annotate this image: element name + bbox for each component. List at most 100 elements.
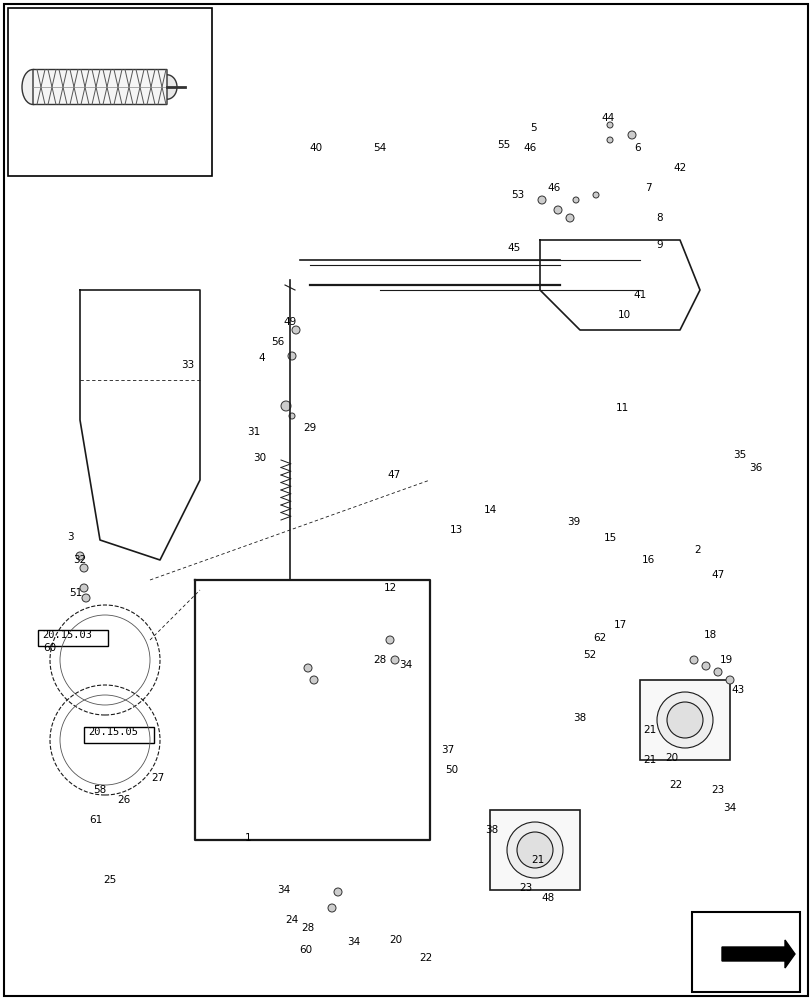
Circle shape xyxy=(553,206,561,214)
Text: 17: 17 xyxy=(612,620,626,630)
Ellipse shape xyxy=(22,70,44,105)
Text: 56: 56 xyxy=(271,337,285,347)
Circle shape xyxy=(310,676,318,684)
Text: 13: 13 xyxy=(448,525,462,535)
Text: 34: 34 xyxy=(277,885,290,895)
Circle shape xyxy=(289,413,294,419)
Circle shape xyxy=(592,192,599,198)
Text: 54: 54 xyxy=(373,143,386,153)
Circle shape xyxy=(725,676,733,684)
Text: 20: 20 xyxy=(389,935,402,945)
Text: 51: 51 xyxy=(69,588,83,598)
Circle shape xyxy=(713,668,721,676)
Text: 30: 30 xyxy=(253,453,266,463)
Circle shape xyxy=(288,352,296,360)
Text: 62: 62 xyxy=(593,633,606,643)
Text: 23: 23 xyxy=(710,785,723,795)
Circle shape xyxy=(391,656,398,664)
Circle shape xyxy=(76,552,84,560)
Bar xyxy=(691,912,799,992)
Text: 46: 46 xyxy=(547,183,560,193)
Text: 21: 21 xyxy=(530,855,544,865)
Bar xyxy=(84,727,154,743)
Text: 18: 18 xyxy=(702,630,716,640)
Text: 22: 22 xyxy=(668,780,682,790)
Text: 33: 33 xyxy=(181,360,195,370)
Text: 20.15.05: 20.15.05 xyxy=(88,727,138,737)
Bar xyxy=(8,8,212,176)
Text: 22: 22 xyxy=(418,953,432,963)
Text: 37: 37 xyxy=(441,745,454,755)
Circle shape xyxy=(80,584,88,592)
Text: 2: 2 xyxy=(694,545,701,555)
Text: 32: 32 xyxy=(73,555,87,565)
Circle shape xyxy=(666,702,702,738)
Circle shape xyxy=(82,594,90,602)
Text: 34: 34 xyxy=(399,660,412,670)
Text: 16: 16 xyxy=(641,555,654,565)
Text: 47: 47 xyxy=(387,470,400,480)
Text: 25: 25 xyxy=(103,875,117,885)
Text: 28: 28 xyxy=(301,923,314,933)
Text: 34: 34 xyxy=(347,937,360,947)
Text: 60: 60 xyxy=(299,945,312,955)
Text: 15: 15 xyxy=(603,533,616,543)
Circle shape xyxy=(333,888,341,896)
Circle shape xyxy=(689,656,697,664)
Text: 9: 9 xyxy=(656,240,663,250)
Text: 46: 46 xyxy=(523,143,536,153)
Circle shape xyxy=(385,636,393,644)
Circle shape xyxy=(565,214,573,222)
Text: 49: 49 xyxy=(283,317,296,327)
Text: 40: 40 xyxy=(309,143,322,153)
Circle shape xyxy=(607,137,612,143)
Text: 43: 43 xyxy=(731,685,744,695)
Text: 55: 55 xyxy=(497,140,510,150)
Circle shape xyxy=(607,122,612,128)
Text: 20: 20 xyxy=(665,753,678,763)
Text: 20.15.03: 20.15.03 xyxy=(42,630,92,640)
Text: 6: 6 xyxy=(634,143,641,153)
Text: 8: 8 xyxy=(656,213,663,223)
Bar xyxy=(489,810,579,890)
Text: 50: 50 xyxy=(445,765,458,775)
Circle shape xyxy=(281,401,290,411)
Text: 27: 27 xyxy=(151,773,165,783)
Text: 42: 42 xyxy=(672,163,686,173)
Text: 31: 31 xyxy=(247,427,260,437)
Circle shape xyxy=(538,196,545,204)
Ellipse shape xyxy=(157,75,177,99)
Text: 60: 60 xyxy=(43,643,57,653)
Bar xyxy=(38,630,108,646)
Text: 38: 38 xyxy=(485,825,498,835)
Text: 24: 24 xyxy=(285,915,298,925)
FancyBboxPatch shape xyxy=(33,70,167,105)
Text: 35: 35 xyxy=(732,450,745,460)
Text: 45: 45 xyxy=(507,243,520,253)
Text: 28: 28 xyxy=(373,655,386,665)
Circle shape xyxy=(303,664,311,672)
Text: 36: 36 xyxy=(749,463,762,473)
Text: 41: 41 xyxy=(633,290,646,300)
Circle shape xyxy=(506,822,562,878)
Bar xyxy=(639,680,729,760)
Circle shape xyxy=(627,131,635,139)
Text: 48: 48 xyxy=(541,893,554,903)
Circle shape xyxy=(702,662,709,670)
Circle shape xyxy=(656,692,712,748)
Text: 21: 21 xyxy=(642,755,656,765)
Text: 53: 53 xyxy=(511,190,524,200)
Text: 3: 3 xyxy=(67,532,73,542)
Text: 52: 52 xyxy=(582,650,596,660)
Polygon shape xyxy=(721,940,794,968)
Text: 11: 11 xyxy=(615,403,628,413)
Text: 58: 58 xyxy=(93,785,106,795)
Text: 5: 5 xyxy=(530,123,537,133)
Text: 1: 1 xyxy=(244,833,251,843)
Circle shape xyxy=(517,832,552,868)
Text: 21: 21 xyxy=(642,725,656,735)
Text: 26: 26 xyxy=(118,795,131,805)
Text: 10: 10 xyxy=(616,310,630,320)
Text: 47: 47 xyxy=(710,570,723,580)
Text: 34: 34 xyxy=(723,803,736,813)
